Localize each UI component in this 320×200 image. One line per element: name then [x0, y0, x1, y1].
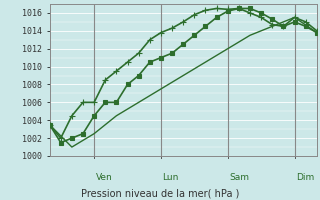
Text: Dim: Dim	[296, 173, 314, 182]
Text: Sam: Sam	[229, 173, 249, 182]
Text: Pression niveau de la mer( hPa ): Pression niveau de la mer( hPa )	[81, 188, 239, 198]
Text: Ven: Ven	[96, 173, 113, 182]
Text: Lun: Lun	[163, 173, 179, 182]
